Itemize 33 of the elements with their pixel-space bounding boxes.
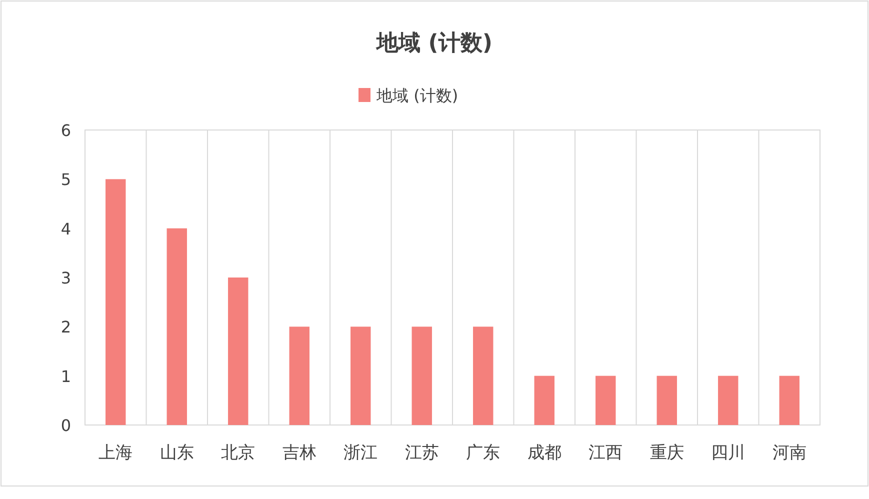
y-tick-label: 2	[60, 318, 71, 337]
bar	[228, 278, 248, 425]
bar	[106, 179, 126, 425]
x-tick-label: 河南	[772, 443, 806, 463]
bar	[718, 376, 738, 425]
bar	[289, 326, 310, 425]
legend-label: 地域 (计数)	[376, 86, 458, 105]
x-tick-label: 江西	[588, 443, 623, 463]
x-tick-label: 山东	[160, 443, 194, 463]
bar	[166, 228, 187, 425]
x-tick-label: 北京	[221, 443, 256, 463]
bar	[596, 376, 616, 425]
bar	[350, 326, 371, 425]
x-tick-label: 广东	[466, 443, 500, 463]
x-tick-label: 重庆	[650, 443, 684, 463]
x-tick-label: 江苏	[404, 443, 439, 463]
y-tick-label: 3	[60, 268, 71, 288]
bar	[656, 376, 677, 425]
x-tick-label: 四川	[711, 443, 746, 463]
y-tick-label: 5	[60, 170, 71, 190]
bar	[412, 326, 432, 425]
x-tick-label: 成都	[527, 443, 562, 463]
bar	[779, 376, 800, 425]
y-tick-label: 0	[60, 416, 71, 435]
x-tick-label: 上海	[98, 443, 133, 463]
y-tick-label: 6	[60, 121, 71, 140]
y-tick-label: 1	[60, 366, 71, 386]
x-tick-label: 浙江	[344, 443, 378, 463]
y-tick-label: 4	[60, 219, 71, 238]
bar	[534, 376, 554, 425]
bar	[473, 326, 494, 425]
x-tick-label: 吉林	[282, 443, 316, 463]
chart-title: 地域 (计数)	[376, 31, 492, 56]
